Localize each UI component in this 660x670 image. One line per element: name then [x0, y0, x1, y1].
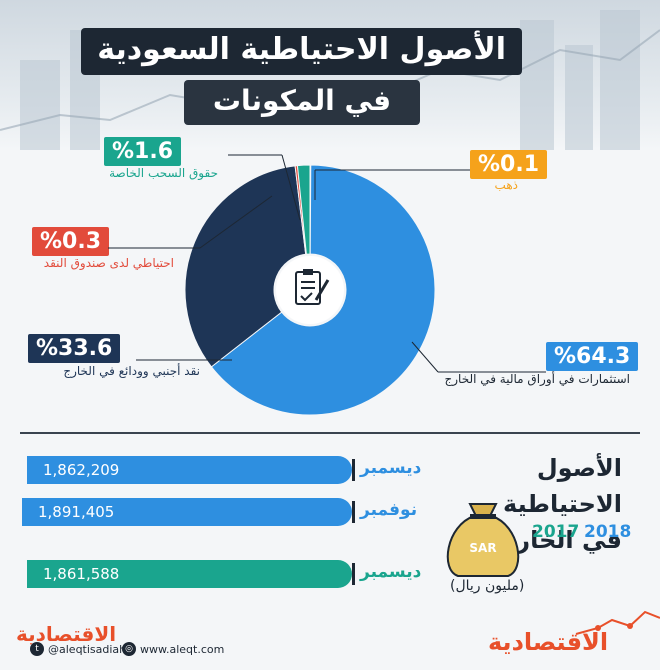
legend-year-2017: 2017 — [532, 522, 580, 542]
bar: 1,862,209 — [27, 456, 352, 484]
bar-axis-tick — [352, 501, 355, 523]
page-title: الأصول الاحتياطية السعودية — [81, 28, 522, 75]
legend-year-2018: 2018 — [584, 522, 632, 542]
label-securities: استثمارات في أوراق مالية في الخارج — [444, 372, 631, 386]
label-cash: نقد أجنبي وودائع في الخارج — [63, 364, 200, 378]
globe-icon: ◎ — [122, 642, 136, 656]
bag-label: SAR — [469, 541, 496, 555]
clipboard-icon — [295, 269, 330, 305]
twitter-icon: t — [30, 642, 44, 656]
footer-brand-right: الاقتصادية — [488, 628, 609, 656]
page-subtitle: في المكونات — [184, 80, 420, 125]
pct-badge-imf: %0.3 — [32, 227, 110, 256]
pct-badge-gold: %0.1 — [470, 150, 548, 179]
pct-badge-securities: %64.3 — [546, 342, 639, 371]
clipboard-icon-background — [276, 256, 344, 324]
bar-axis-tick — [352, 563, 355, 585]
bar-axis-tick — [352, 459, 355, 481]
pct-badge-sdr: %1.6 — [104, 137, 182, 166]
leader-lines — [108, 154, 546, 373]
unit-label: (مليون ريال) — [450, 578, 525, 594]
bar-chart-title-line1: الأصول الاحتياطية — [503, 454, 622, 518]
label-gold: ذهب — [494, 178, 518, 192]
bar: 1,861,588 — [27, 560, 352, 588]
donut-slice — [210, 164, 436, 416]
footer-line-decoration — [575, 610, 660, 635]
bar-month-label: ديسمبر — [360, 458, 422, 478]
bar-chart-title: الأصول الاحتياطية في الخارج — [422, 450, 622, 558]
section-divider — [20, 432, 640, 434]
money-bag-icon: SAR — [446, 503, 520, 577]
bar-month-label: ديسمبر — [360, 562, 422, 582]
donut-chart — [184, 164, 436, 416]
pct-badge-cash: %33.6 — [28, 334, 121, 363]
donut-slice — [296, 164, 311, 255]
bar: 1,891,405 — [22, 498, 352, 526]
label-sdr: حقوق السحب الخاصة — [109, 166, 218, 180]
donut-slice — [184, 165, 307, 368]
bar-month-label: نوفمبر — [360, 500, 418, 520]
footer-handle: @aleqtisadiah — [48, 643, 127, 656]
label-imf: احتياطي لدى صندوق النقد — [43, 256, 174, 270]
footer-website: www.aleqt.com — [140, 643, 225, 656]
bar-chart-title-line2: في الخارج — [498, 526, 622, 554]
header-background — [0, 0, 660, 150]
